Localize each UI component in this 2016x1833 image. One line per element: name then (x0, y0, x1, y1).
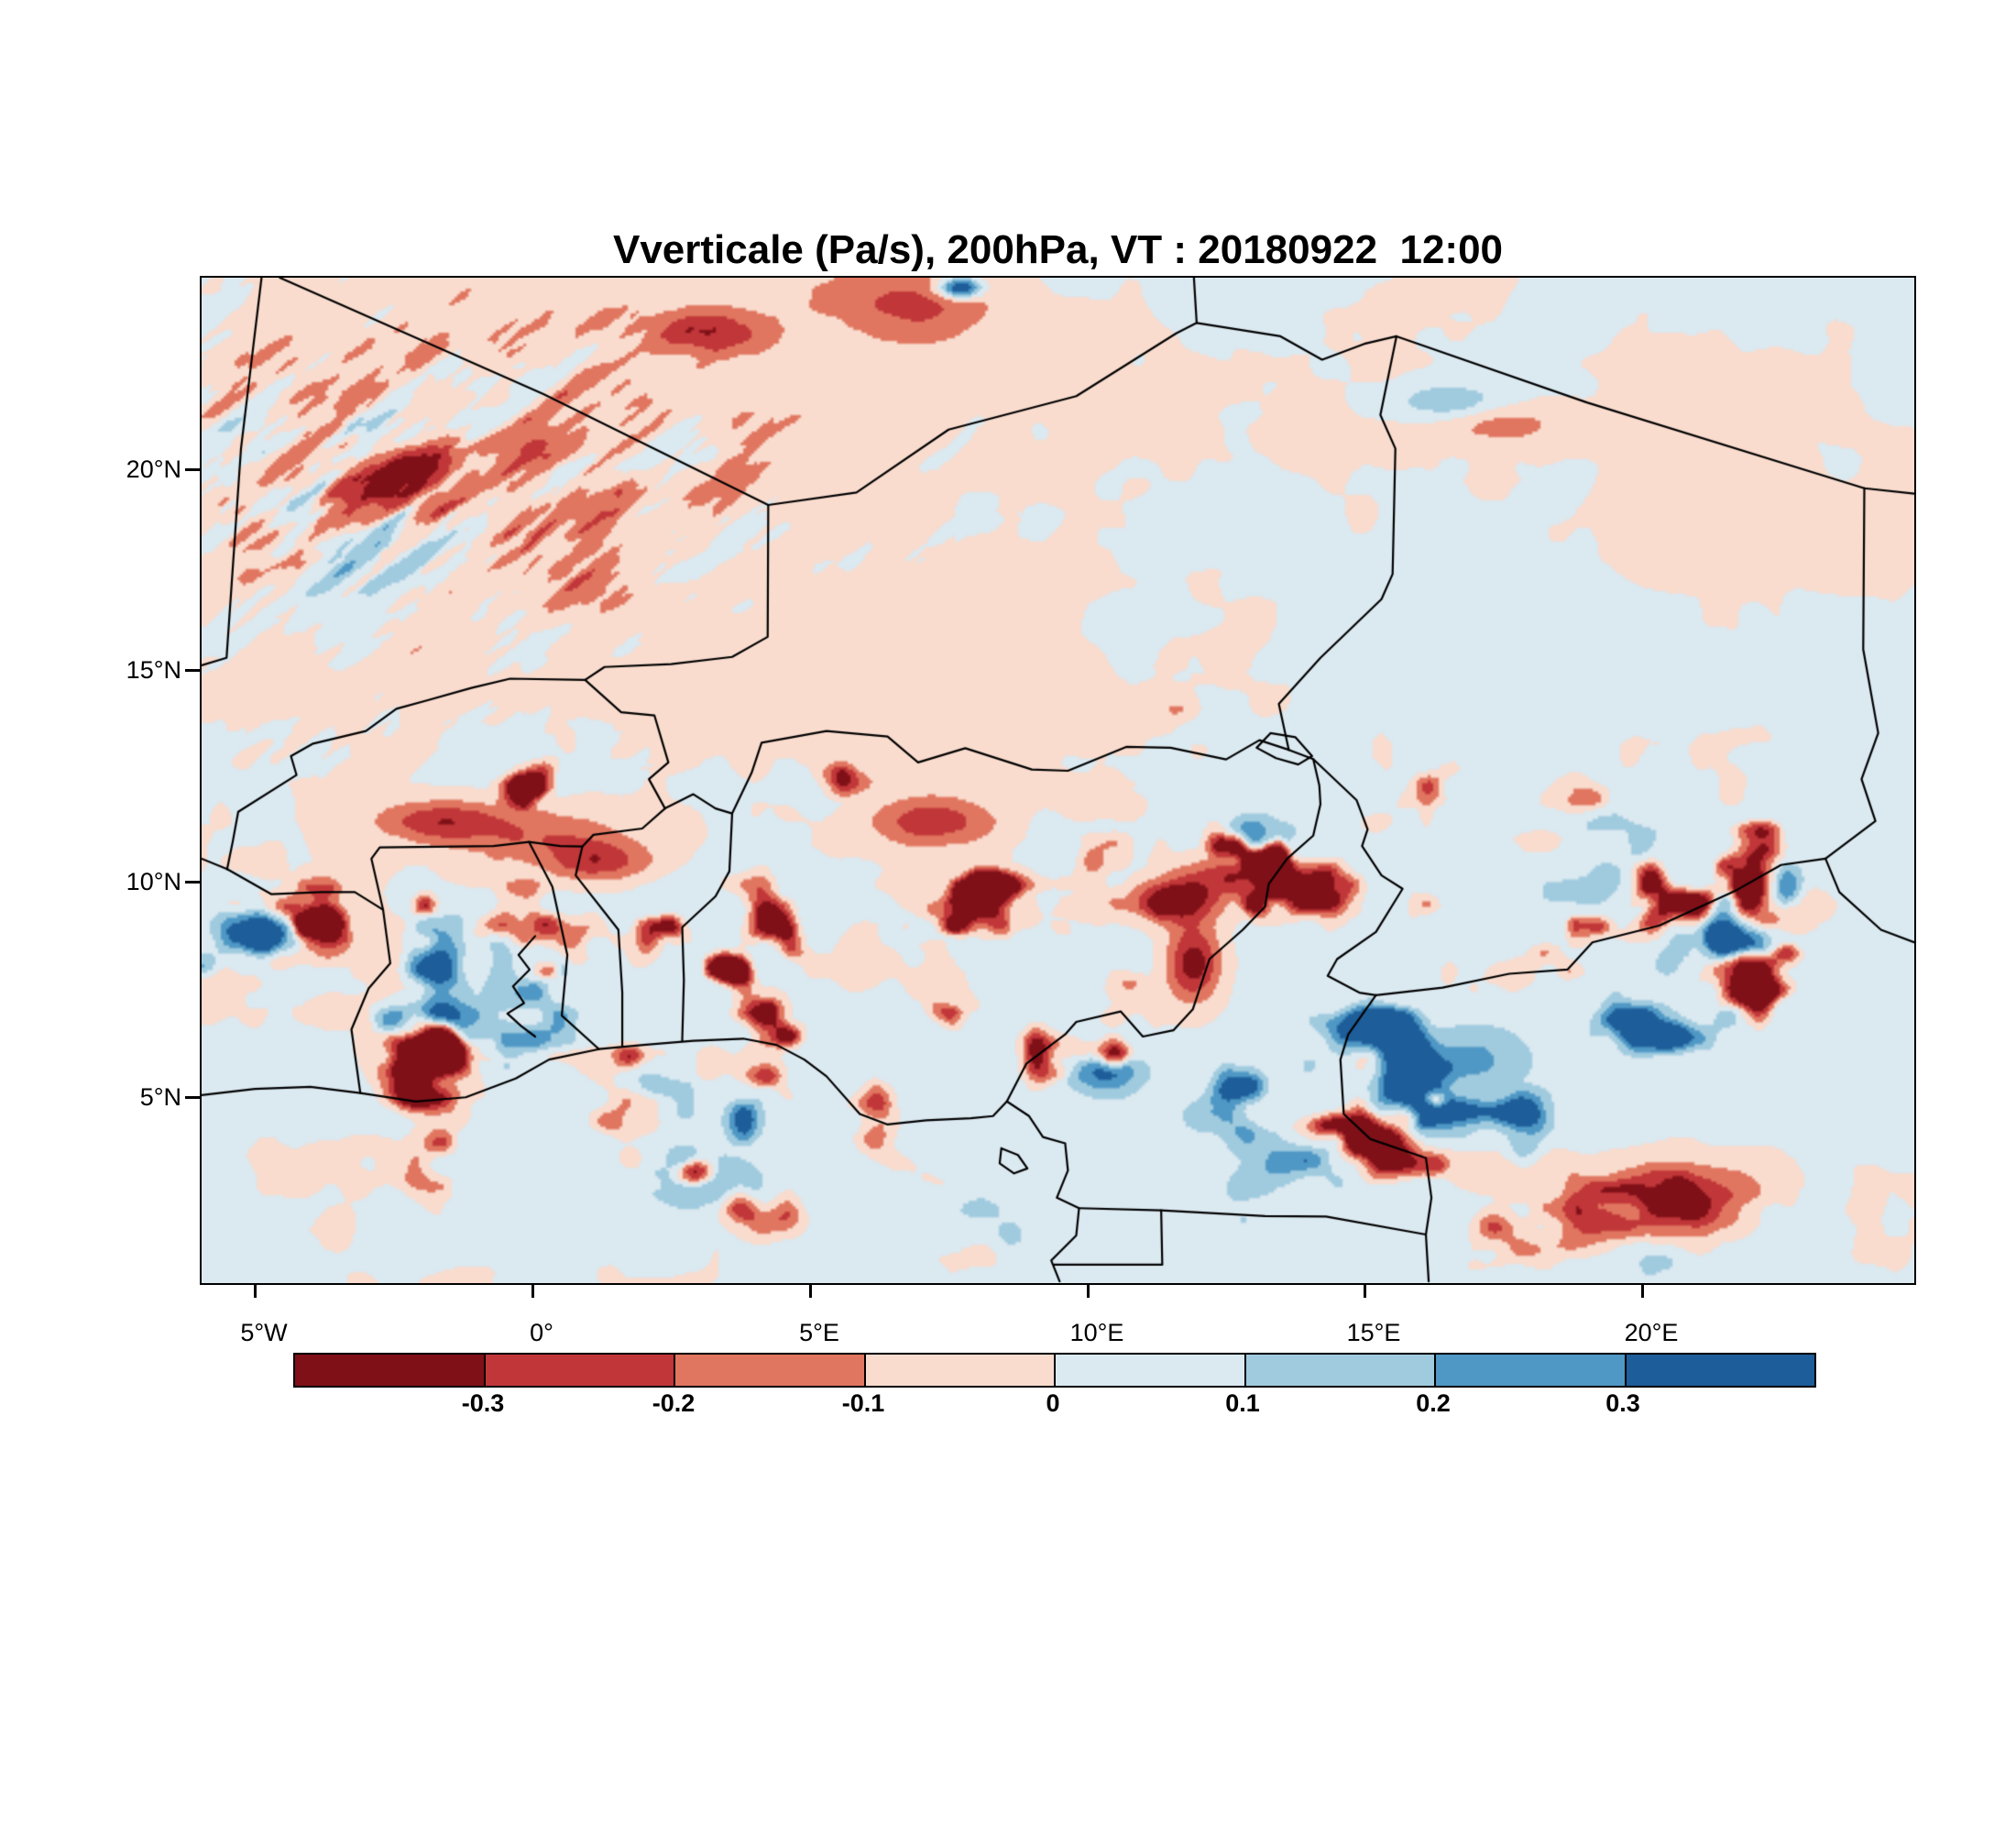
colorbar-segment (1054, 1355, 1244, 1386)
colorbar-segment (295, 1355, 484, 1386)
lon-label-0: 0° (530, 1319, 553, 1346)
colorbar-label-3: 0 (1046, 1389, 1060, 1417)
colorbar-segment (1624, 1355, 1814, 1386)
x-tick-mark-15e (1364, 1285, 1366, 1298)
lat-label-5n: 5°N (139, 1083, 181, 1111)
lon-label-5w: 5°W (240, 1319, 288, 1346)
colorbar-segment (674, 1355, 864, 1386)
x-tick-mark-10e (1087, 1285, 1090, 1298)
colorbar-label-2: -0.1 (841, 1389, 885, 1417)
x-tick-mark-5w (254, 1285, 257, 1298)
plot-title: Vverticale (Pa/s), 200hPa, VT : 20180922… (612, 227, 1504, 272)
colorbar-label-0: -0.3 (461, 1389, 505, 1417)
lon-label-20e: 20°E (1624, 1319, 1679, 1346)
y-tick-mark-15n (185, 669, 200, 672)
y-tick-mark-20n (185, 468, 200, 471)
map-panel (200, 276, 1916, 1285)
lat-label-15n: 15°N (126, 656, 181, 684)
colorbar-segment (483, 1355, 674, 1386)
contour-map-canvas (202, 278, 1914, 1283)
colorbar-segment (1434, 1355, 1625, 1386)
colorbar-segment (863, 1355, 1054, 1386)
y-tick-mark-10n (185, 881, 200, 884)
y-tick-mark-5n (185, 1096, 200, 1099)
lat-label-20n: 20°N (126, 456, 181, 483)
colorbar-label-5: 0.2 (1416, 1389, 1451, 1417)
colorbar-label-6: 0.3 (1605, 1389, 1640, 1417)
lat-label-10n: 10°N (126, 868, 181, 895)
x-tick-mark-5e (809, 1285, 812, 1298)
lon-label-10e: 10°E (1069, 1319, 1124, 1346)
colorbar-segment (1244, 1355, 1434, 1386)
lon-label-15e: 15°E (1346, 1319, 1401, 1346)
lon-label-5e: 5°E (799, 1319, 839, 1346)
colorbar-label-4: 0.1 (1225, 1389, 1260, 1417)
x-tick-mark-20e (1641, 1285, 1644, 1298)
colorbar-label-1: -0.2 (652, 1389, 696, 1417)
colorbar (293, 1353, 1816, 1388)
x-tick-mark-0 (531, 1285, 534, 1298)
